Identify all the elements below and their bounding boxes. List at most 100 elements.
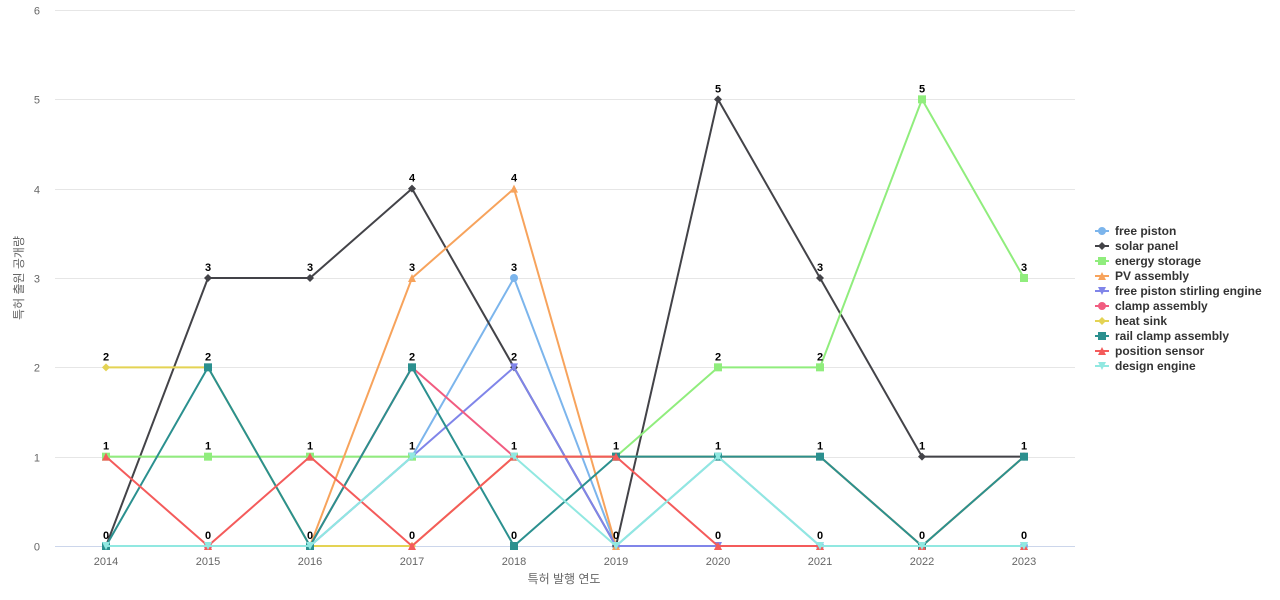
series-line [105,277,1025,547]
x-tick-label: 2018 [502,556,526,568]
data-label: 3 [307,262,313,274]
data-point [714,452,722,461]
legend-label: position sensor [1115,344,1205,358]
data-label: 0 [205,530,211,542]
x-tick-label: 2015 [196,556,220,568]
data-label: 0 [817,530,823,542]
legend-label: heat sink [1115,314,1167,328]
data-point [1020,274,1028,282]
y-axis-ticks: 0 1 2 3 4 5 6 [34,6,40,554]
data-label: 3 [205,262,211,274]
data-label: 2 [103,351,109,363]
data-label: 1 [409,441,415,453]
data-label: 1 [307,441,313,453]
y-tick-label: 4 [34,185,40,197]
data-point [510,184,518,193]
data-label: 3 [409,262,415,274]
series-lines [102,95,1028,550]
data-label: 0 [715,530,721,542]
data-point [1020,542,1028,550]
legend-marker [1098,287,1106,295]
x-tick-label: 2019 [604,556,628,568]
legend-marker [1098,347,1106,355]
y-axis-title: 특허 출원 공개량 [12,236,26,320]
legend-item: energy storage [1095,254,1201,268]
data-label: 2 [715,351,721,363]
y-tick-label: 3 [34,274,40,286]
data-label: 2 [511,351,517,363]
data-label: 0 [409,530,415,542]
data-point [612,542,620,550]
legend-marker [1098,242,1106,250]
data-label: 2 [409,351,415,363]
data-point [408,274,416,282]
data-point [510,274,518,282]
data-point [510,452,518,461]
series-solar-panel [102,95,1028,550]
data-label: 4 [511,173,518,185]
legend-item: heat sink [1095,314,1167,328]
data-label: 1 [919,441,925,453]
legend-marker [1098,227,1106,235]
data-point [816,542,824,550]
data-label: 5 [919,83,925,95]
legend-item: PV assembly [1095,269,1189,283]
data-label: 0 [307,530,313,542]
y-tick-label: 5 [34,95,40,107]
y-tick-label: 1 [34,453,40,465]
legend-item: design engine [1095,359,1196,373]
data-point [408,184,416,193]
data-label: 1 [511,441,517,453]
y-tick-label: 2 [34,363,40,375]
data-point [816,363,824,372]
data-label: 0 [613,530,619,542]
data-label: 1 [613,441,619,453]
data-label: 1 [817,441,823,453]
data-label: 3 [511,262,517,274]
legend-item: rail clamp assembly [1095,329,1229,343]
data-point [408,542,416,550]
x-tick-label: 2021 [808,556,832,568]
legend-label: solar panel [1115,239,1178,253]
data-point [816,274,824,282]
x-tick-label: 2020 [706,556,730,568]
data-point [1020,452,1028,461]
legend-marker [1098,332,1106,340]
data-point [204,452,212,461]
data-label: 0 [103,530,109,542]
legend-item: position sensor [1095,344,1205,358]
data-point [204,542,212,550]
legend-label: design engine [1115,359,1196,373]
legend-label: energy storage [1115,254,1201,268]
data-label: 5 [715,83,721,95]
data-point [102,363,110,372]
data-label: 0 [511,530,517,542]
data-label: 2 [205,351,211,363]
legend-marker [1098,362,1106,370]
data-point [102,542,110,550]
y-tick-label: 6 [34,6,40,18]
data-label: 3 [817,262,823,274]
legend-marker [1098,272,1106,280]
x-tick-label: 2022 [910,556,934,568]
legend-marker [1098,317,1106,325]
data-label: 1 [715,441,721,453]
data-point [306,452,314,461]
data-label: 1 [1021,441,1027,453]
legend-item: clamp assembly [1095,299,1208,313]
data-label: 0 [919,530,925,542]
data-point [918,95,926,104]
data-label: 1 [103,441,109,453]
data-point [306,542,314,550]
legend-label: clamp assembly [1115,299,1208,313]
data-point [714,95,722,104]
series-line [105,455,1025,547]
legend-marker [1098,257,1106,265]
legend-item: solar panel [1095,239,1178,253]
x-axis-title: 특허 발행 연도 [528,571,601,586]
data-point [510,542,518,550]
legend-item: free piston [1095,224,1176,238]
